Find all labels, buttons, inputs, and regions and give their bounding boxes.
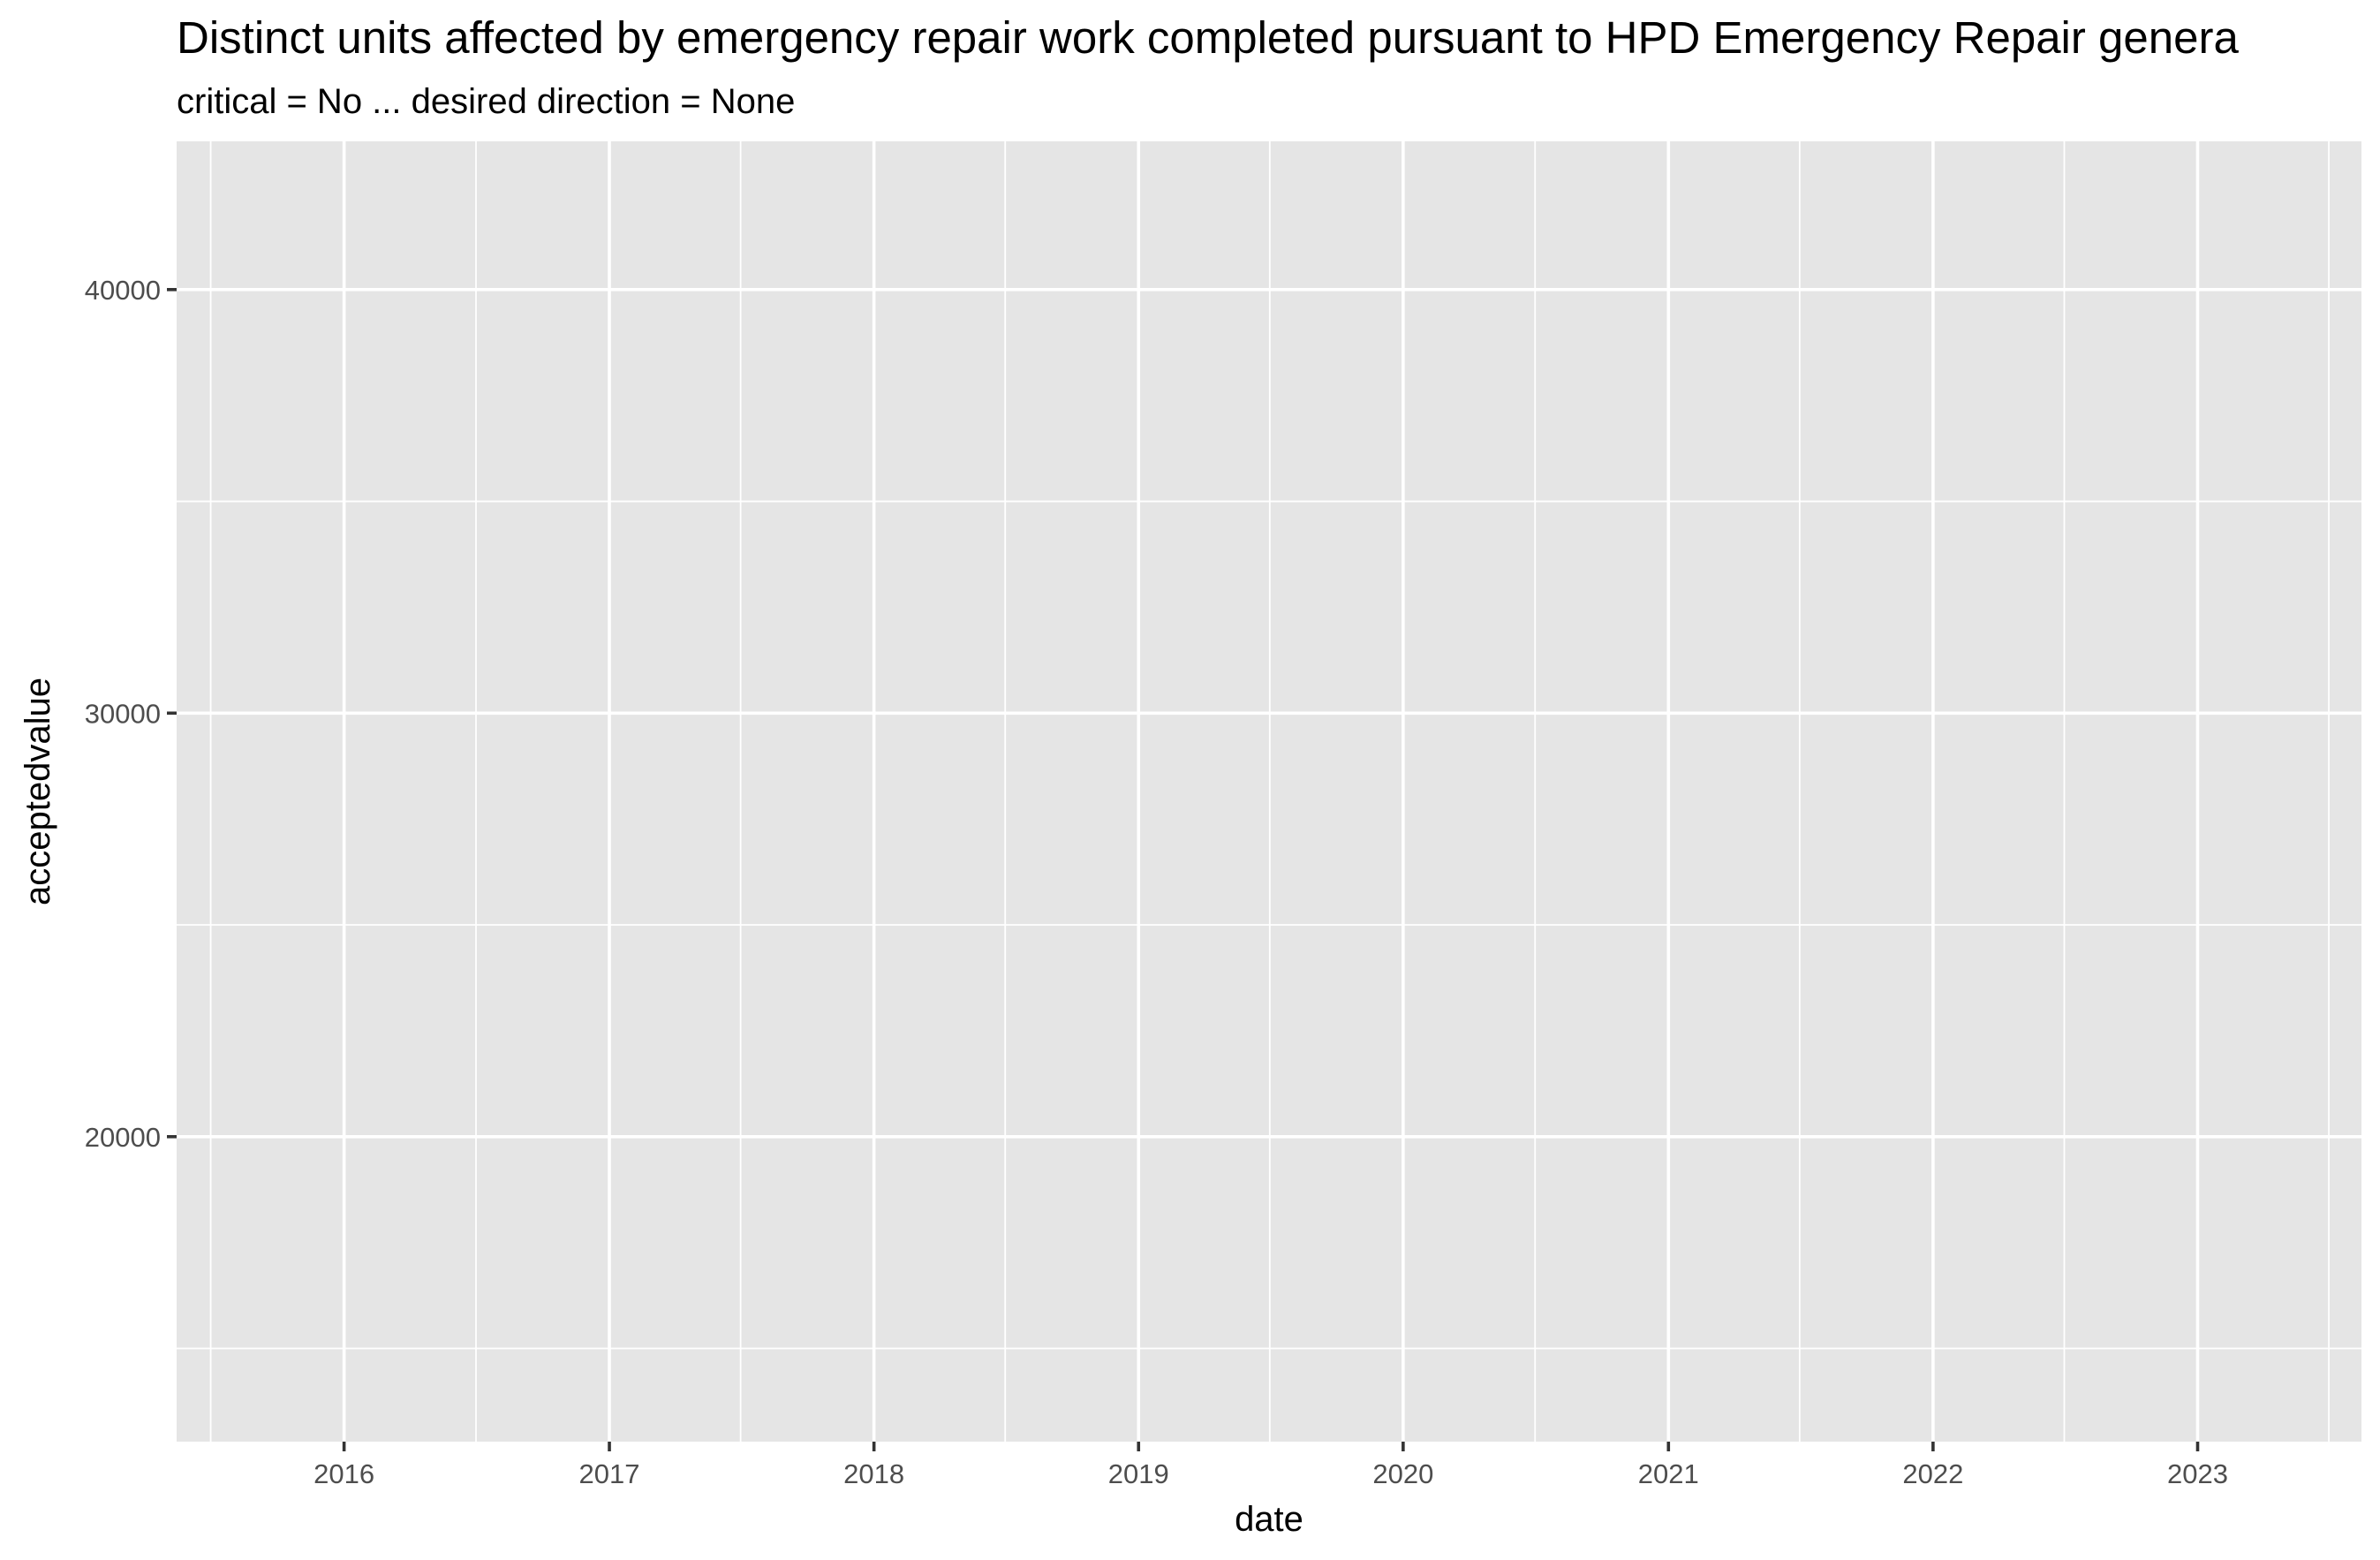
x-axis: 2016 2017 2018 2019 2020 2021 2022 2023: [314, 1442, 2228, 1489]
x-tick-label: 2022: [1902, 1458, 1963, 1489]
x-tick-label: 2021: [1638, 1458, 1699, 1489]
y-tick-label: 40000: [85, 275, 161, 306]
x-tick-label: 2019: [1108, 1458, 1169, 1489]
chart-title: Distinct units affected by emergency rep…: [177, 12, 2239, 63]
y-axis: 20000 30000 40000: [85, 275, 177, 1153]
x-tick-label: 2017: [579, 1458, 640, 1489]
y-tick-label: 20000: [85, 1122, 161, 1153]
major-gridlines: [177, 141, 2361, 1442]
minor-gridlines: [177, 141, 2361, 1442]
x-tick-label: 2016: [314, 1458, 374, 1489]
x-tick-label: 2018: [843, 1458, 904, 1489]
x-tick-label: 2020: [1372, 1458, 1433, 1489]
chart-subtitle: critical = No ... desired direction = No…: [177, 82, 795, 121]
y-tick-label: 30000: [85, 698, 161, 729]
x-tick-label: 2023: [2167, 1458, 2228, 1489]
x-axis-title: date: [1235, 1500, 1303, 1539]
y-axis-title: acceptedvalue: [19, 678, 57, 905]
